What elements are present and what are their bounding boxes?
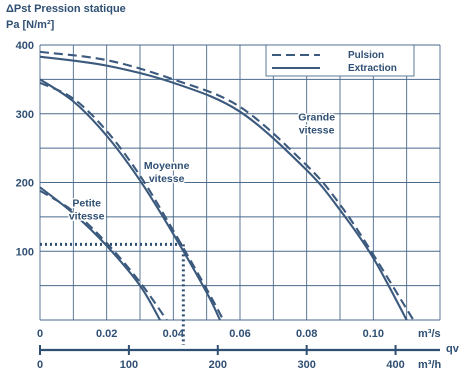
secondary-tick-label: 400 — [386, 359, 404, 371]
curve-grande-pulsion — [40, 52, 413, 320]
legend: Pulsion Extraction — [266, 45, 414, 76]
speed-label-petite: Petite — [72, 198, 101, 210]
legend-label-extraction: Extraction — [348, 63, 397, 74]
speed-label-moyenne: vitesse — [149, 173, 185, 185]
x-axis-label: qv — [446, 343, 460, 355]
speed-labels: GrandeGrandevitessevitesseMoyenneMoyenne… — [69, 112, 335, 223]
secondary-tick-label: 0 — [37, 359, 43, 371]
y-tick-label: 100 — [16, 246, 34, 258]
x-tick-label: 0.02 — [96, 328, 117, 340]
x-axis-unit: m³/s — [418, 328, 441, 340]
grid — [40, 45, 440, 320]
speed-label-grande: vitesse — [299, 125, 335, 137]
curve-moyenne-extraction — [40, 79, 220, 320]
legend-label-pulsion: Pulsion — [348, 50, 384, 61]
y-tick-label: 300 — [16, 109, 34, 121]
curve-moyenne-pulsion — [40, 83, 223, 320]
speed-label-grande: Grande — [298, 112, 335, 124]
curves — [40, 52, 413, 320]
y-axis-label: Pa [N/m²] — [6, 19, 55, 31]
curve-grande-extraction — [40, 57, 407, 320]
chart-title: ΔPst Pression statique — [6, 3, 126, 15]
secondary-tick-label: 100 — [120, 359, 138, 371]
x-tick-label: 0.04 — [163, 328, 185, 340]
x-axis-ticks: 0 0.02 0.04 0.06 0.08 0.10 — [37, 328, 384, 340]
y-tick-label: 400 — [16, 40, 34, 52]
x-tick-label: 0.08 — [296, 328, 317, 340]
x-tick-label: 0.06 — [229, 328, 250, 340]
secondary-tick-label: 300 — [297, 359, 315, 371]
speed-label-petite: vitesse — [69, 211, 105, 223]
secondary-axis-unit: m³/h — [418, 359, 442, 371]
x-tick-label: 0 — [37, 328, 43, 340]
secondary-tick-label: 200 — [209, 359, 227, 371]
y-axis-ticks: 100 200 300 400 — [16, 40, 34, 258]
x-tick-label: 0.10 — [363, 328, 384, 340]
y-tick-label: 200 — [16, 178, 34, 190]
speed-label-moyenne: Moyenne — [144, 160, 190, 172]
